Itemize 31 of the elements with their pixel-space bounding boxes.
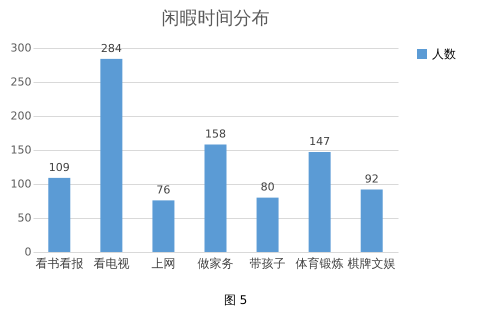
bar: [360, 189, 383, 252]
y-tick-label: 300: [10, 42, 32, 54]
bar: [100, 58, 122, 252]
y-tick-label: 50: [18, 212, 32, 224]
x-tick-label: 做家务: [198, 256, 234, 270]
x-tick-label: 体育锻炼: [296, 256, 344, 270]
data-label: 147: [309, 135, 330, 148]
x-tick-label: 上网: [151, 256, 176, 270]
data-label: 158: [205, 128, 226, 141]
data-label: 284: [100, 42, 122, 55]
bar: [204, 144, 226, 252]
legend-label: 人数: [432, 47, 456, 61]
bar: [48, 178, 70, 252]
caption: 图 5: [224, 293, 248, 307]
data-label: 92: [364, 172, 379, 186]
x-tick-label: 带孩子: [250, 256, 286, 270]
bar: [256, 198, 279, 252]
data-label: 109: [48, 160, 70, 174]
data-label: 76: [156, 183, 170, 196]
bar: [152, 200, 174, 252]
y-tick-label: 200: [10, 110, 32, 122]
y-tick-label: 150: [10, 144, 32, 156]
x-tick-label: 棋牌文娱: [348, 256, 396, 270]
x-tick-label: 看书看报: [35, 256, 84, 270]
x-tick-label: 看电视: [93, 256, 130, 270]
y-tick-label: 250: [10, 76, 32, 88]
chart-title: 闲暇时间分布: [162, 8, 270, 29]
y-tick-label: 100: [10, 178, 32, 190]
data-label: 80: [260, 180, 275, 194]
bar: [308, 152, 331, 252]
y-tick-label: 0: [24, 246, 32, 258]
